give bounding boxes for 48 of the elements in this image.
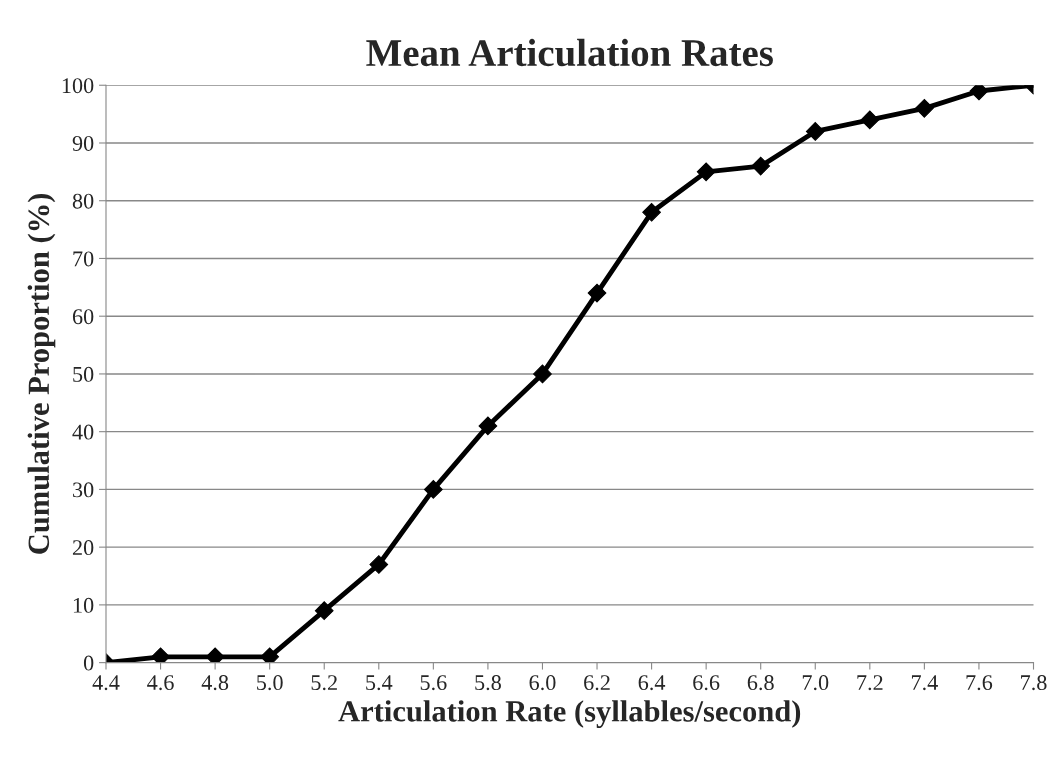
x-axis-title: Articulation Rate (syllables/second) [338, 700, 801, 728]
x-tick-label: 6.6 [693, 675, 720, 691]
x-tick-label: 4.6 [147, 675, 174, 691]
point [587, 283, 607, 303]
y-tick-label: 20 [72, 540, 94, 556]
x-tick-label: 4.8 [201, 675, 229, 691]
x-tick-label: 7.4 [911, 675, 938, 691]
point [915, 98, 934, 118]
x-tick-label: 5.0 [257, 675, 283, 691]
y-tick-label: 10 [73, 597, 94, 613]
point [369, 555, 389, 574]
point [205, 647, 225, 663]
y-tick-label: 100 [62, 78, 94, 94]
x-tick-label: 6.4 [638, 675, 666, 691]
y-tick-label: 50 [73, 366, 94, 382]
x-tick-label: 5.2 [311, 675, 337, 691]
x-tick-label: 6.0 [529, 675, 556, 691]
chart-title: Mean Articulation Rates [366, 38, 773, 67]
x-tick-label: 5.8 [475, 675, 501, 691]
y-tick-label: 30 [73, 482, 94, 498]
x-tick-label: 5.6 [420, 675, 447, 691]
y-tick-label: 60 [72, 309, 94, 325]
point [805, 122, 825, 141]
point [260, 647, 280, 663]
point [642, 202, 661, 222]
x-tick-label: 4.4 [92, 675, 120, 691]
point [151, 647, 170, 663]
x-tick-label: 7.6 [966, 675, 993, 691]
point [969, 85, 989, 101]
point [314, 601, 334, 621]
y-tick-label: 40 [72, 424, 94, 440]
x-tick-label: 5.4 [366, 675, 393, 691]
y-tick-label: 80 [72, 193, 94, 209]
x-tick-label: 7.8 [1021, 675, 1047, 691]
point [478, 416, 498, 436]
y-tick-label: 70 [73, 251, 94, 267]
point [423, 480, 443, 499]
x-tick-label: 6.2 [584, 675, 610, 691]
x-tick-label: 7.0 [802, 675, 829, 691]
x-tick-label: 6.8 [747, 675, 774, 691]
point [696, 162, 716, 182]
point [860, 110, 880, 130]
y-tick-label: 90 [72, 135, 94, 151]
point [533, 364, 552, 384]
x-tick-label: 7.2 [857, 675, 883, 691]
point [751, 156, 771, 176]
y-tick-label: 0 [83, 655, 94, 671]
y-axis-title: Cumulative Proportion (%) [27, 193, 56, 554]
